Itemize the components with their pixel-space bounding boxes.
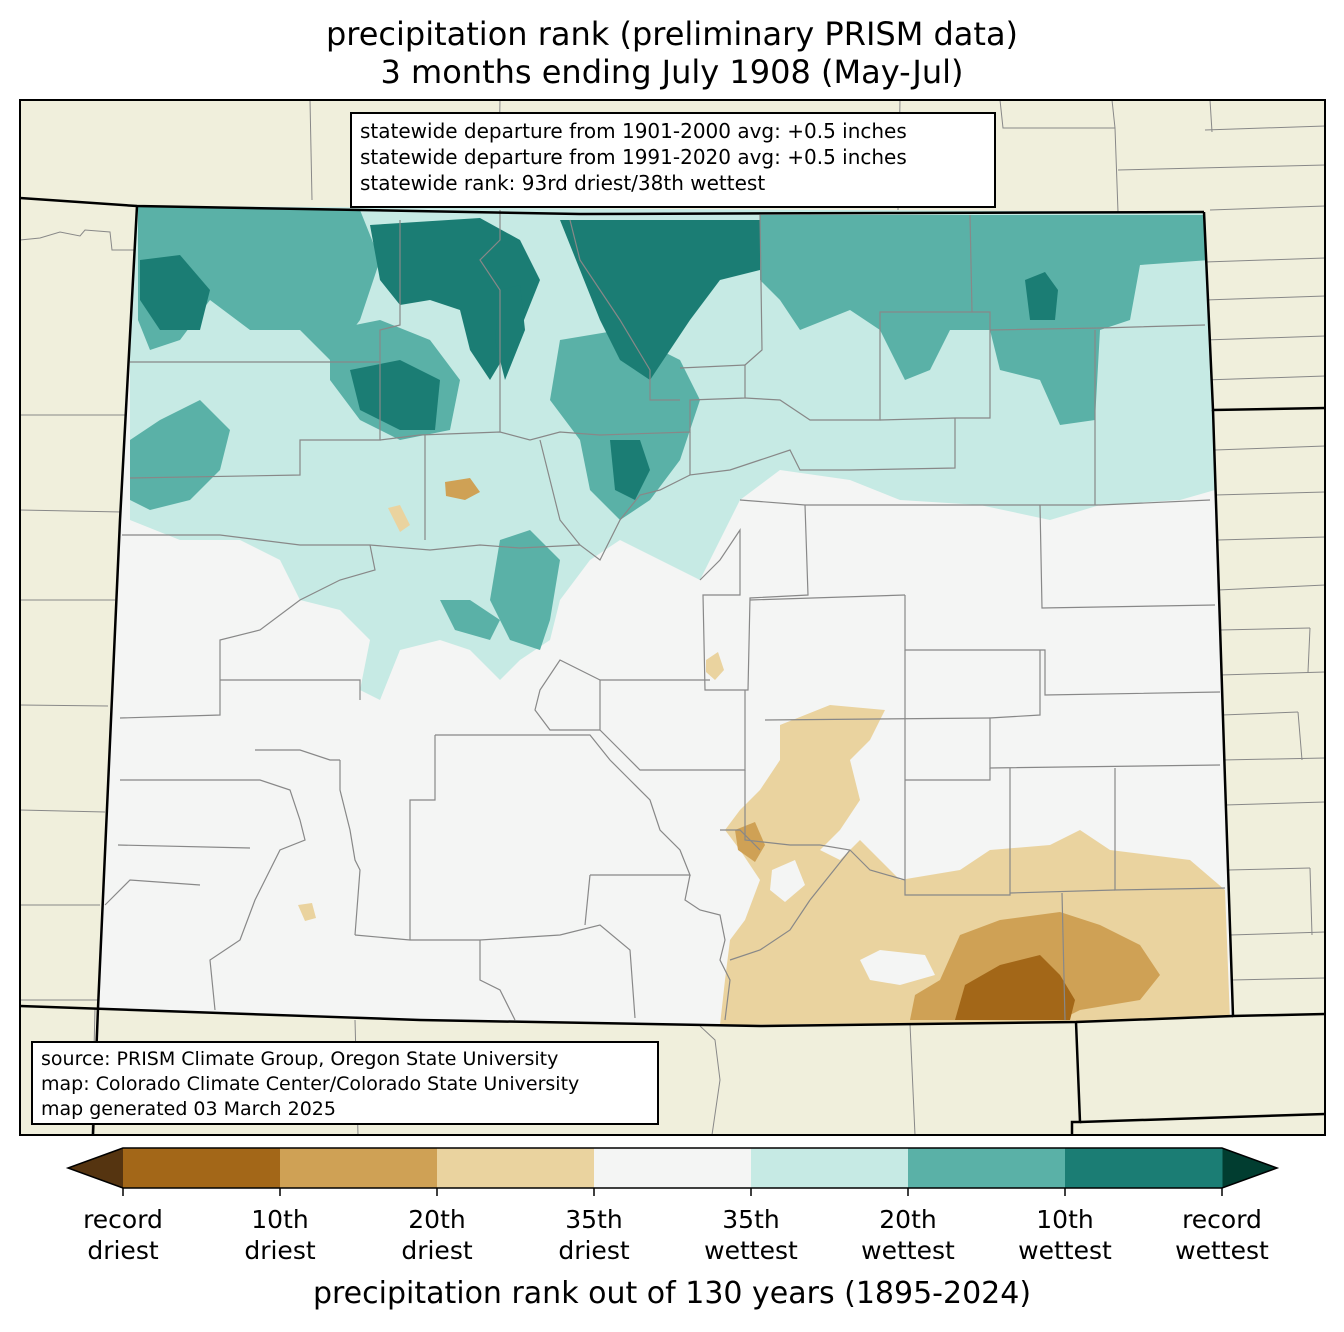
source-box: source: PRISM Climate Group, Oregon Stat… [31, 1041, 659, 1125]
county-lines [104, 210, 1226, 1021]
rank-region-medium-teal [490, 530, 560, 650]
colorbar-segment [280, 1148, 438, 1188]
colorbar-extend-low [68, 1148, 123, 1188]
map-frame [19, 99, 1326, 1136]
colorbar-label: precipitation rank out of 130 years (189… [312, 1276, 1032, 1311]
stat-departure-1991-2020: statewide departure from 1991-2020 avg: … [360, 145, 907, 169]
stat-departure-1901-2000: statewide departure from 1901-2000 avg: … [360, 119, 907, 143]
co-wy-ne-border [20, 196, 1205, 216]
colorado-precip-layer [98, 206, 1233, 1026]
colorbar-segment [908, 1148, 1066, 1188]
rank-region-medium-teal [130, 400, 230, 510]
colorbar [65, 1147, 1280, 1196]
tick-label-line1: 35th [565, 1205, 623, 1234]
colorbar-tick-label: 10th wettest [985, 1204, 1145, 1266]
rank-region-light-tan [298, 903, 316, 921]
colorbar-segment [123, 1148, 281, 1188]
map-area [20, 100, 1325, 1135]
rank-region-dark-brown [955, 955, 1075, 1020]
map-title-line1: precipitation rank (preliminary PRISM da… [325, 15, 1019, 53]
map-title-line2: 3 months ending July 1908 (May-Jul) [380, 53, 964, 91]
stat-rank: statewide rank: 93rd driest/38th wettest [360, 171, 766, 195]
colorbar-tick-label: 20th driest [357, 1204, 517, 1266]
rank-region-dark-teal [350, 360, 440, 430]
rank-region-dark-teal [495, 285, 525, 380]
colorbar-extend-high [1222, 1148, 1277, 1188]
tick-label-line2: wettest [704, 1236, 798, 1265]
rank-region-medium-teal [760, 215, 1210, 425]
ok-tx-border [1079, 1112, 1325, 1124]
colorbar-tick-label: record driest [43, 1204, 203, 1266]
generated-date-line: map generated 03 March 2025 [41, 1098, 336, 1120]
colorbar-tick-label: record wettest [1142, 1204, 1302, 1266]
tick-label-line2: driest [87, 1236, 159, 1265]
rank-region-dark-teal [140, 255, 210, 330]
rank-region-dark-teal [560, 220, 760, 380]
tick-label-line1: record [1182, 1205, 1262, 1234]
colorbar-segment [437, 1148, 595, 1188]
co-nm-ok-border [20, 1004, 1234, 1028]
co-ks-border [1211, 409, 1325, 1018]
source-line: source: PRISM Climate Group, Oregon Stat… [41, 1048, 559, 1070]
rank-region-medium-teal [440, 600, 500, 640]
rank-region-dark-teal [1025, 272, 1058, 320]
statewide-stats-box: statewide departure from 1901-2000 avg: … [350, 112, 996, 208]
tick-label-line1: 35th [722, 1205, 780, 1234]
colorbar-tick-label: 35th wettest [671, 1204, 831, 1266]
tick-label-line1: 20th [408, 1205, 466, 1234]
tick-label-line1: record [83, 1205, 163, 1234]
colorbar-segment [751, 1148, 909, 1188]
tick-label-line2: driest [244, 1236, 316, 1265]
rank-region-light-tan [706, 652, 724, 680]
colorbar-tick-label: 20th wettest [828, 1204, 988, 1266]
tick-label-line2: driest [401, 1236, 473, 1265]
rank-region-light-tan [388, 505, 410, 532]
tick-label-line2: driest [558, 1236, 630, 1265]
tick-label-line2: wettest [1018, 1236, 1112, 1265]
tick-label-line1: 10th [1036, 1205, 1094, 1234]
colorbar-segment [1065, 1148, 1223, 1188]
rank-region-near-normal-hole [770, 860, 805, 902]
tick-label-line2: wettest [1175, 1236, 1269, 1265]
rank-region-medium-teal [138, 206, 380, 360]
rank-region-medium-tan [445, 478, 480, 500]
rank-region-near-normal-hole [860, 950, 935, 985]
tick-label-line2: wettest [861, 1236, 955, 1265]
tick-label-line1: 10th [251, 1205, 309, 1234]
colorbar-tick-label: 35th driest [514, 1204, 674, 1266]
map-credit-line: map: Colorado Climate Center/Colorado St… [41, 1073, 580, 1095]
colorbar-tick-label: 10th driest [200, 1204, 360, 1266]
tick-label-line1: 20th [879, 1205, 937, 1234]
rank-region-dark-teal [610, 440, 650, 500]
colorbar-segment [594, 1148, 752, 1188]
nm-ok-border [1070, 1021, 1082, 1135]
rank-region-medium-teal [550, 330, 700, 520]
state-boundaries [20, 196, 1325, 1135]
